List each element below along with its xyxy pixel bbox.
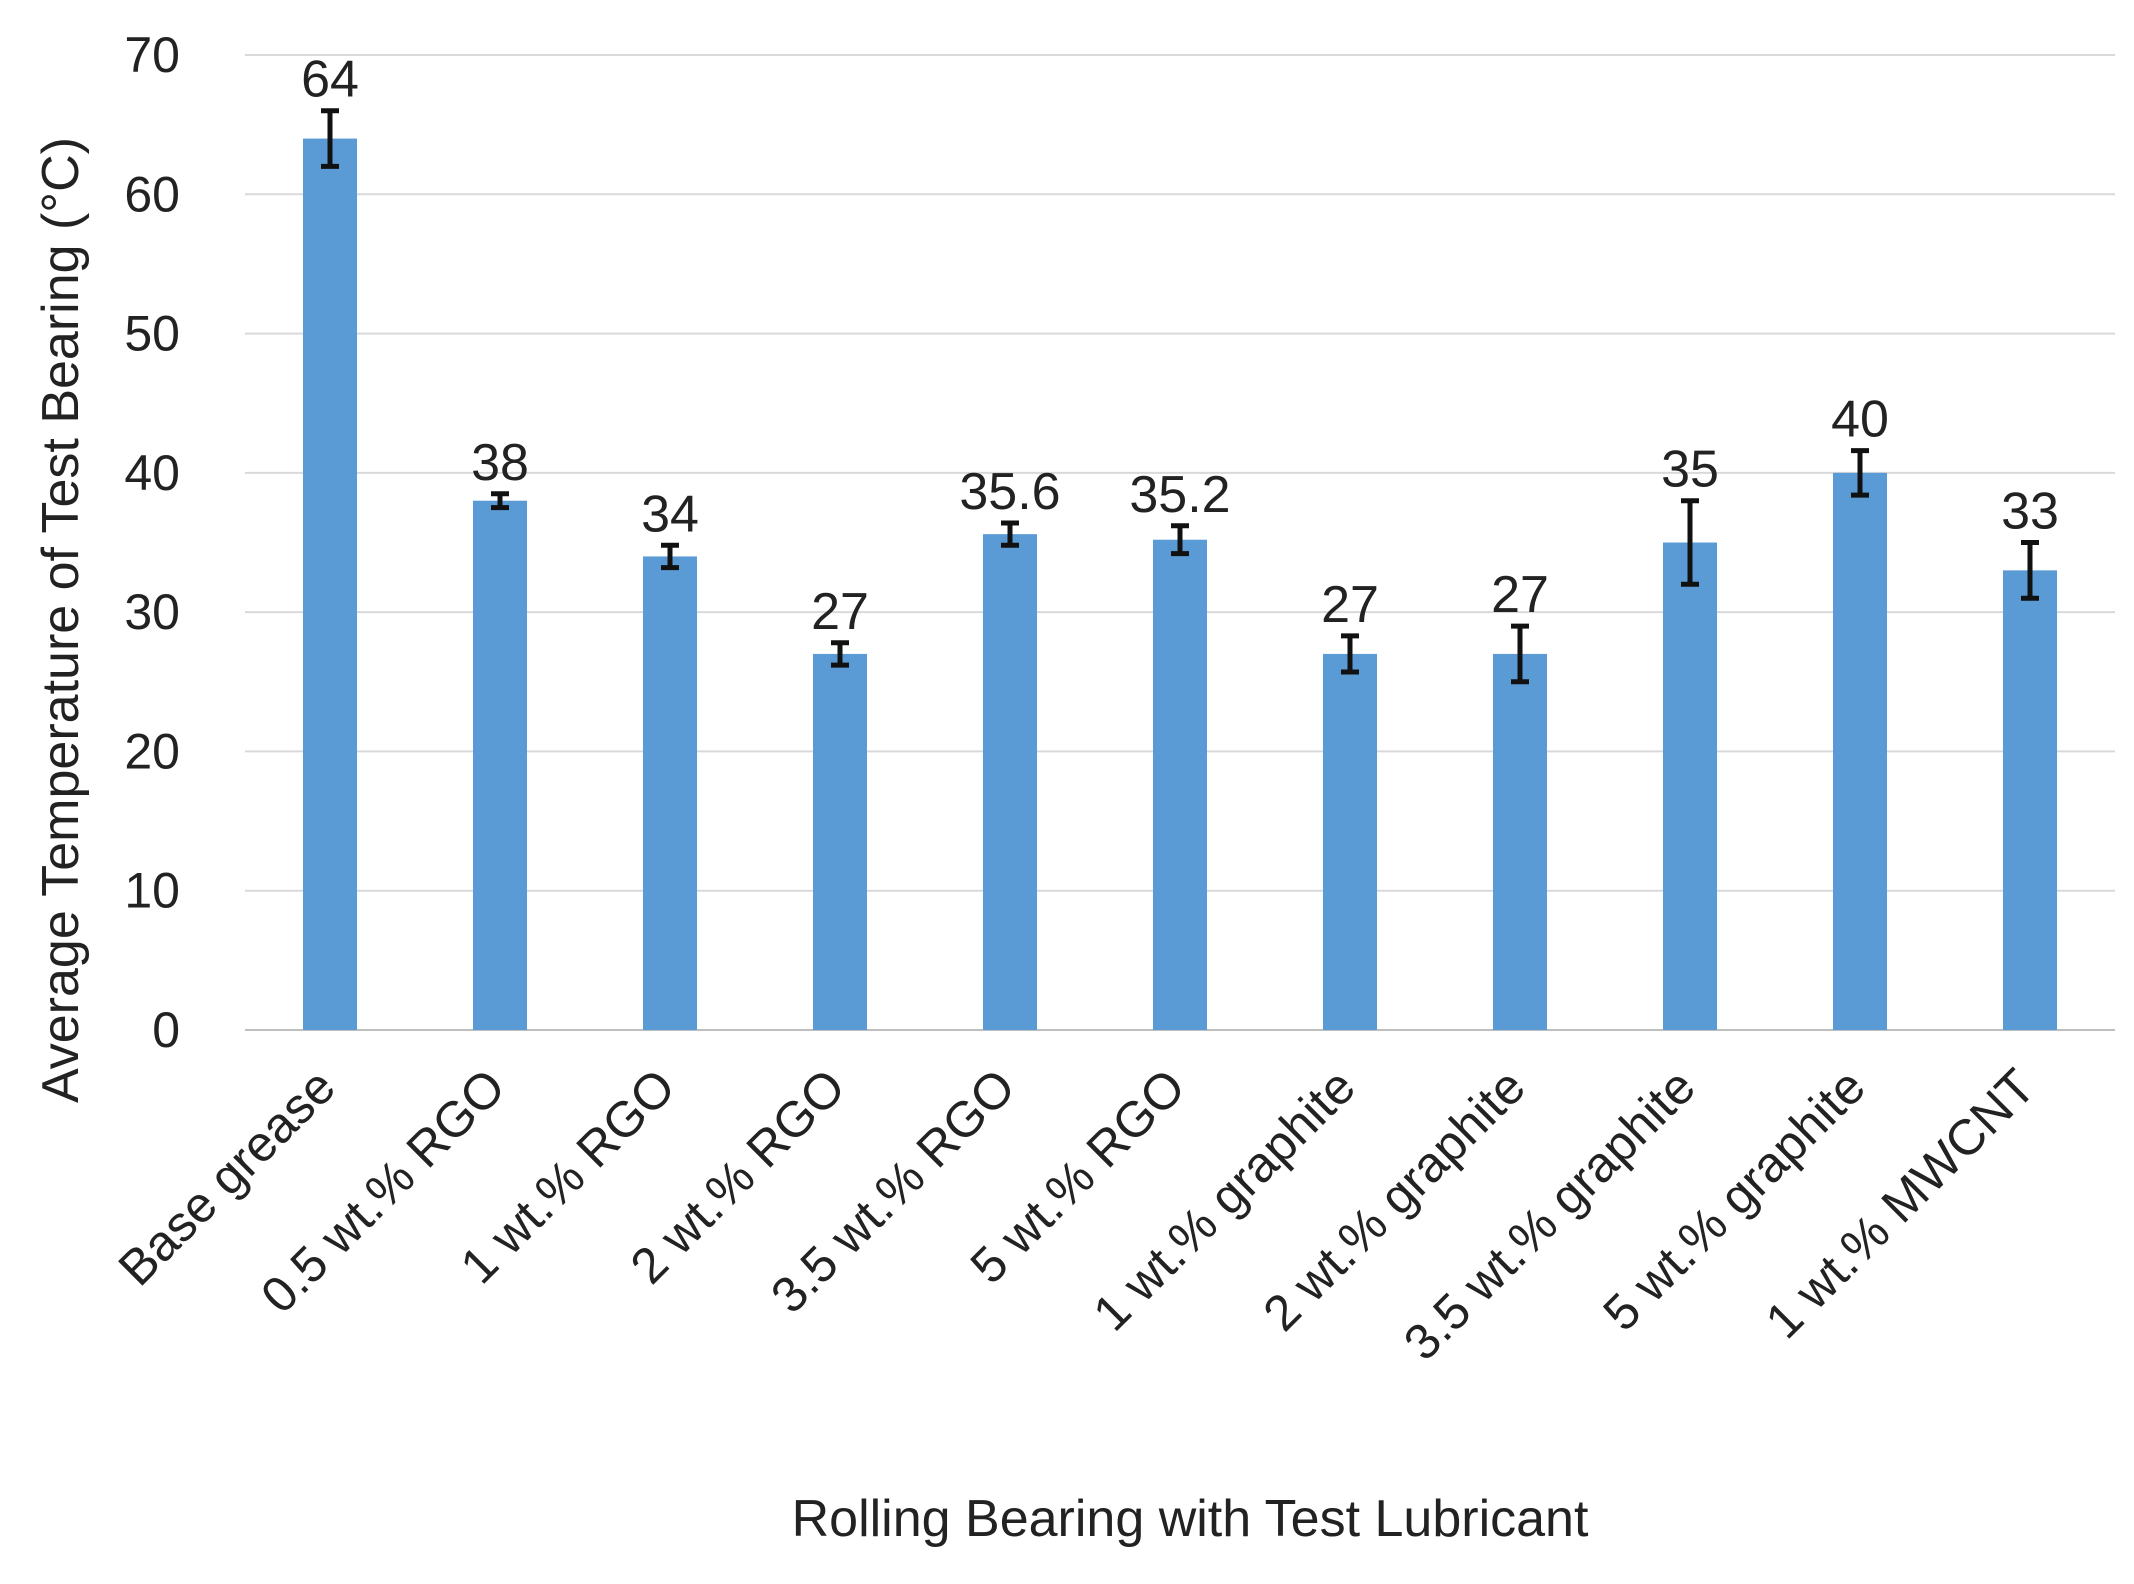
data-label: 64 — [301, 51, 359, 109]
y-tick-label: 10 — [124, 863, 180, 919]
error-bar — [1681, 498, 1699, 587]
error-bars — [321, 108, 2039, 685]
error-bar — [491, 491, 509, 511]
y-axis-title: Average Temperature of Test Bearing (°C) — [32, 137, 90, 1103]
data-label: 38 — [471, 434, 529, 492]
bars — [303, 138, 2057, 1031]
bar — [1323, 653, 1377, 1030]
error-bar — [1001, 520, 1019, 548]
data-label: 35.6 — [959, 463, 1060, 521]
x-tick-label: 3.5 wt.% graphite — [1393, 1058, 1706, 1371]
y-tick-label: 0 — [152, 1002, 180, 1058]
y-tick-label: 30 — [124, 584, 180, 640]
error-bar — [1341, 633, 1359, 675]
bar — [813, 653, 867, 1030]
bar — [1493, 653, 1547, 1030]
bar — [473, 500, 527, 1030]
y-tick-label: 20 — [124, 723, 180, 779]
bar — [1663, 542, 1717, 1030]
data-label: 35 — [1661, 441, 1719, 499]
y-axis-ticks: 0 10 20 30 40 50 60 70 — [124, 27, 180, 1058]
data-label: 27 — [1321, 576, 1379, 634]
bar — [983, 534, 1037, 1030]
error-bar — [661, 542, 679, 571]
error-bar — [1511, 623, 1529, 685]
error-bar — [1851, 448, 1869, 498]
error-bar — [321, 108, 339, 169]
data-label: 33 — [2001, 483, 2059, 541]
bar — [643, 556, 697, 1030]
error-bar — [1171, 523, 1189, 557]
y-tick-label: 40 — [124, 445, 180, 501]
y-tick-label: 60 — [124, 166, 180, 222]
bar — [1833, 472, 1887, 1030]
bar — [2003, 570, 2057, 1030]
data-label: 34 — [641, 485, 699, 543]
data-label: 27 — [1491, 566, 1549, 624]
error-bar — [2021, 540, 2039, 601]
y-tick-label: 70 — [124, 27, 180, 83]
bar — [1153, 539, 1207, 1030]
bar — [303, 138, 357, 1031]
y-tick-label: 50 — [124, 306, 180, 362]
data-labels: 64 38 34 27 35.6 35.2 27 27 35 40 33 — [301, 51, 2059, 641]
x-axis-title: Rolling Bearing with Test Lubricant — [792, 1490, 1589, 1548]
data-label: 40 — [1831, 391, 1889, 449]
data-label: 27 — [811, 583, 869, 641]
error-bar — [831, 640, 849, 668]
data-label: 35.2 — [1129, 466, 1230, 524]
